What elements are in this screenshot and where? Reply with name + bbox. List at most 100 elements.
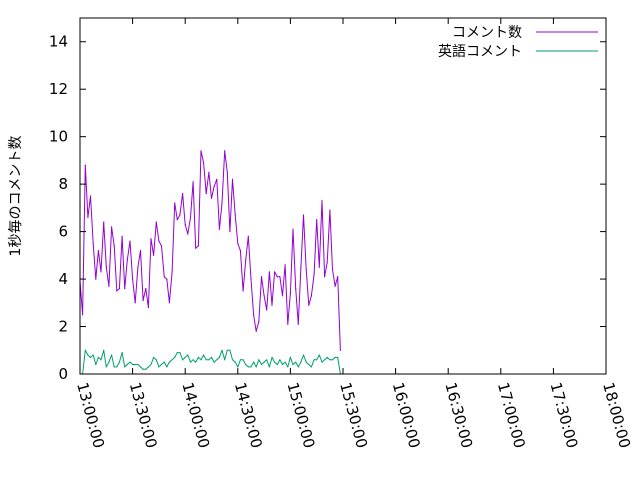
series-line	[79, 150, 341, 351]
data-point	[179, 352, 181, 354]
data-point	[92, 242, 94, 245]
data-point	[126, 363, 128, 366]
data-point	[121, 352, 123, 354]
data-point	[258, 359, 260, 361]
data-point	[150, 238, 152, 240]
data-point	[97, 356, 99, 358]
data-point	[310, 366, 312, 368]
y-tick-label: 14	[49, 33, 68, 51]
data-point	[239, 359, 241, 361]
y-axis-ticks: 0 2 4 6 8 10 12 14	[49, 33, 606, 383]
data-point	[203, 162, 205, 164]
data-point	[197, 356, 199, 358]
data-point	[160, 245, 163, 247]
data-point	[213, 361, 215, 363]
data-point	[195, 247, 197, 249]
data-point	[103, 221, 105, 223]
data-point	[124, 366, 126, 368]
data-point	[287, 323, 289, 325]
y-tick-label: 6	[58, 223, 68, 241]
data-point	[189, 216, 192, 218]
data-point	[300, 266, 302, 268]
data-point	[226, 171, 228, 173]
data-point	[105, 366, 107, 368]
data-point	[237, 242, 239, 245]
data-point	[163, 361, 165, 363]
data-point	[176, 219, 178, 221]
data-point	[234, 214, 236, 216]
data-point	[253, 361, 255, 363]
data-point	[329, 359, 331, 361]
y-tick-label: 8	[58, 175, 68, 193]
data-point	[113, 245, 115, 247]
data-point	[182, 359, 184, 361]
data-point	[134, 302, 136, 304]
data-point	[284, 264, 286, 266]
data-point	[137, 266, 139, 268]
data-point	[134, 363, 136, 366]
data-point	[176, 352, 178, 354]
series-layer	[79, 150, 341, 375]
data-point	[116, 366, 118, 368]
data-point	[118, 288, 120, 290]
data-point	[139, 250, 142, 252]
data-point	[326, 356, 328, 358]
data-point	[84, 164, 86, 166]
series-line	[80, 349, 341, 375]
data-point	[324, 359, 326, 361]
data-point	[174, 202, 176, 204]
data-point	[132, 363, 134, 366]
data-point	[87, 354, 89, 356]
data-point	[216, 359, 218, 361]
data-point	[260, 276, 263, 278]
data-point	[334, 356, 336, 358]
data-point	[155, 221, 157, 223]
data-point	[200, 359, 202, 361]
data-point	[179, 214, 181, 216]
data-point	[184, 356, 186, 358]
data-point	[300, 361, 302, 363]
data-point	[84, 349, 86, 351]
data-point	[305, 361, 307, 363]
data-point	[208, 171, 210, 173]
data-point	[155, 359, 157, 361]
data-point	[142, 299, 144, 301]
data-point	[321, 200, 323, 202]
data-point	[87, 216, 89, 218]
data-point	[242, 290, 244, 292]
data-point	[121, 235, 123, 237]
data-point	[153, 254, 155, 256]
data-point	[268, 271, 270, 273]
data-point	[210, 197, 213, 199]
data-point	[168, 361, 170, 363]
data-point	[258, 321, 260, 323]
data-point	[111, 354, 113, 356]
data-point	[126, 259, 128, 261]
data-point	[247, 366, 249, 368]
data-point	[132, 278, 134, 280]
data-point	[182, 193, 184, 195]
data-point	[284, 361, 286, 363]
data-point	[153, 356, 155, 358]
data-point	[224, 150, 226, 152]
data-point	[276, 276, 278, 278]
data-point	[229, 349, 231, 351]
data-point	[274, 361, 276, 363]
data-point	[142, 368, 144, 370]
data-point	[229, 231, 231, 233]
data-point	[305, 269, 307, 271]
data-point	[100, 359, 102, 361]
data-point	[189, 361, 192, 363]
y-tick-label: 10	[49, 128, 68, 146]
data-point	[92, 354, 94, 356]
data-point	[245, 259, 247, 261]
data-point	[289, 356, 291, 358]
data-point	[329, 209, 331, 211]
data-point	[95, 363, 97, 366]
data-point	[197, 245, 199, 247]
data-point	[255, 366, 257, 368]
data-point	[203, 354, 205, 356]
data-point	[163, 276, 165, 278]
data-point	[295, 288, 297, 290]
legend-item-english-comments: 英語コメント	[438, 43, 598, 60]
